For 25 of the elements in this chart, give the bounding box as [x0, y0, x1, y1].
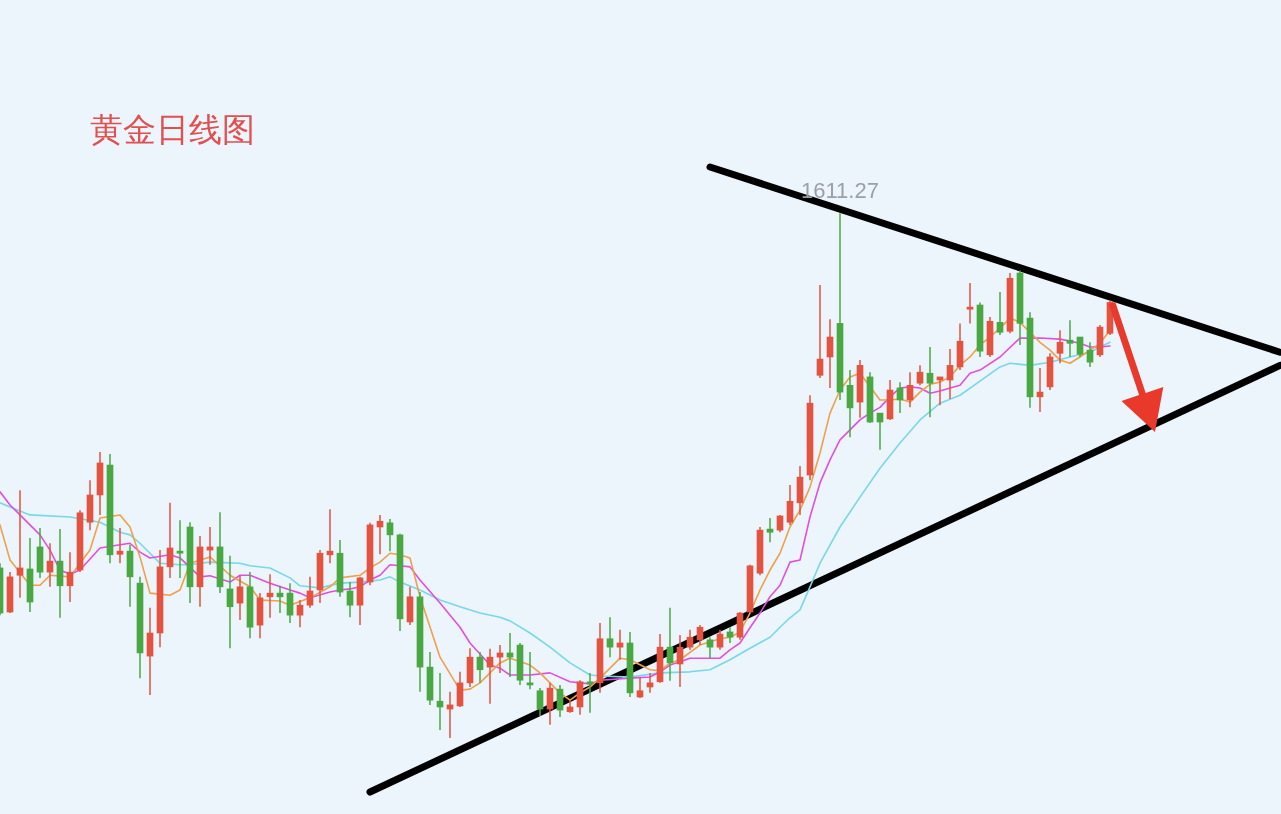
candlestick — [636, 676, 644, 699]
candlestick — [536, 687, 544, 717]
candlestick — [386, 518, 394, 552]
candlestick — [116, 527, 124, 564]
candlestick — [1076, 336, 1084, 358]
candlestick — [766, 517, 774, 543]
candlestick — [1086, 341, 1094, 368]
candlestick — [816, 284, 824, 379]
chart-title: 黄金日线图 — [90, 109, 255, 151]
candlestick — [966, 282, 974, 325]
candlestick — [706, 636, 714, 659]
annotation: 1611.27 — [801, 178, 879, 204]
candlestick — [996, 291, 1004, 336]
candlestick — [306, 576, 314, 609]
candlestick — [346, 581, 354, 618]
candlestick — [176, 519, 184, 579]
candlestick — [1056, 329, 1064, 365]
candlestick — [236, 574, 244, 621]
candlestick — [16, 489, 24, 599]
candlestick — [786, 484, 794, 526]
candlestick — [1066, 319, 1074, 358]
candlestick — [926, 346, 934, 419]
candlestick — [916, 364, 924, 387]
candlestick — [606, 616, 614, 658]
candlestick — [586, 672, 594, 714]
